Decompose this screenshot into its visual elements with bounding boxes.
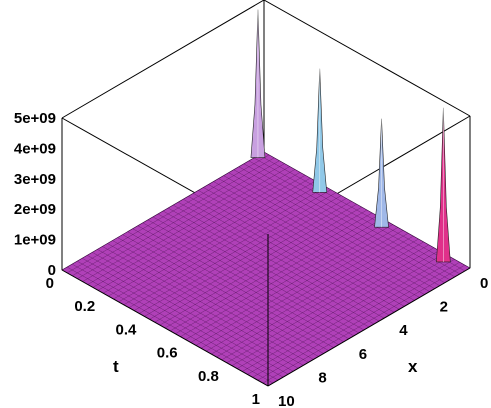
mesh-line-x (102, 246, 309, 363)
mesh-line-x (97, 249, 304, 366)
t-tick-label: 0.2 (74, 298, 95, 315)
mesh-line-t (175, 215, 378, 334)
mesh-line-t (231, 247, 435, 366)
box-bottom-edge-right (267, 267, 471, 387)
mesh-line-x (107, 243, 314, 360)
x-axis-label: x (408, 357, 418, 376)
t-axis-label: t (113, 357, 119, 376)
mesh-line-t (200, 230, 404, 349)
mesh-line-t (190, 224, 393, 343)
mesh-line-t (257, 262, 460, 381)
mesh-line-t (242, 253, 445, 372)
mesh-line-t (226, 244, 429, 363)
mesh-line-x (142, 222, 349, 339)
box-top-edge-left (61, 0, 265, 119)
t-tick-label: 0.8 (198, 368, 219, 385)
mesh-line-t (170, 212, 373, 332)
bounding-box-back-edges (61, 0, 471, 270)
t-tick-label: 0 (46, 275, 54, 292)
mesh-line-x (137, 225, 344, 342)
t-tick-label: 1 (252, 391, 260, 408)
mesh-line-x (82, 258, 289, 375)
mesh-line-t (262, 264, 465, 384)
z-tick-label: 2e+09 (14, 201, 56, 218)
mesh-line-x (122, 234, 329, 351)
mesh-line-x (157, 213, 365, 331)
mesh-line-x (147, 219, 354, 337)
mesh-line-x (87, 255, 294, 372)
mesh-line-t (180, 218, 383, 337)
x-tick-label: 4 (399, 322, 408, 339)
box-bottom-edge-left (61, 269, 269, 387)
x-tick-label: 2 (440, 299, 448, 316)
z-tick-label: 1e+09 (14, 232, 56, 249)
mesh-line-x (117, 237, 324, 354)
mesh-line-x (77, 260, 284, 378)
mesh-line-x (127, 231, 334, 348)
mesh-line-t (211, 235, 414, 355)
mesh-line-t (247, 256, 450, 375)
mesh-line-x (92, 252, 299, 369)
z-tick-label: 5e+09 (14, 110, 56, 127)
mesh-line-x (112, 240, 319, 357)
mesh-line-t (237, 250, 440, 369)
t-tick-label: 0.6 (157, 345, 178, 362)
mesh-line-t (221, 241, 424, 361)
z-tick-label: 3e+09 (14, 171, 56, 188)
bounding-box-front-edges (61, 234, 471, 387)
mesh-line-t (206, 233, 409, 352)
t-tick-label: 0.4 (116, 321, 138, 338)
mesh-line-t (164, 209, 368, 329)
surface-peaks (250, 9, 451, 263)
mesh-line-t (252, 259, 455, 378)
mesh-line-t (195, 227, 398, 346)
x-tick-label: 10 (278, 393, 295, 408)
tick-labels: 0 1e+09 2e+09 3e+09 4e+09 5e+09 0 0.2 0.4 0.6 0.8 1… (14, 110, 488, 408)
z-tick-label: 0 (48, 262, 56, 279)
x-tick-label: 6 (359, 346, 367, 363)
x-tick-label: 8 (318, 369, 326, 386)
mesh-line-x (152, 216, 359, 334)
box-top-edge-right (263, 0, 471, 117)
mesh-line-t (216, 238, 419, 358)
x-tick-label: 0 (480, 275, 488, 292)
mesh-line-x (66, 266, 274, 384)
surface-mesh (61, 151, 471, 387)
mesh-line-x (132, 228, 339, 345)
z-tick-label: 4e+09 (14, 140, 56, 157)
mesh-line-x (72, 263, 279, 381)
mesh-line-t (185, 221, 388, 340)
